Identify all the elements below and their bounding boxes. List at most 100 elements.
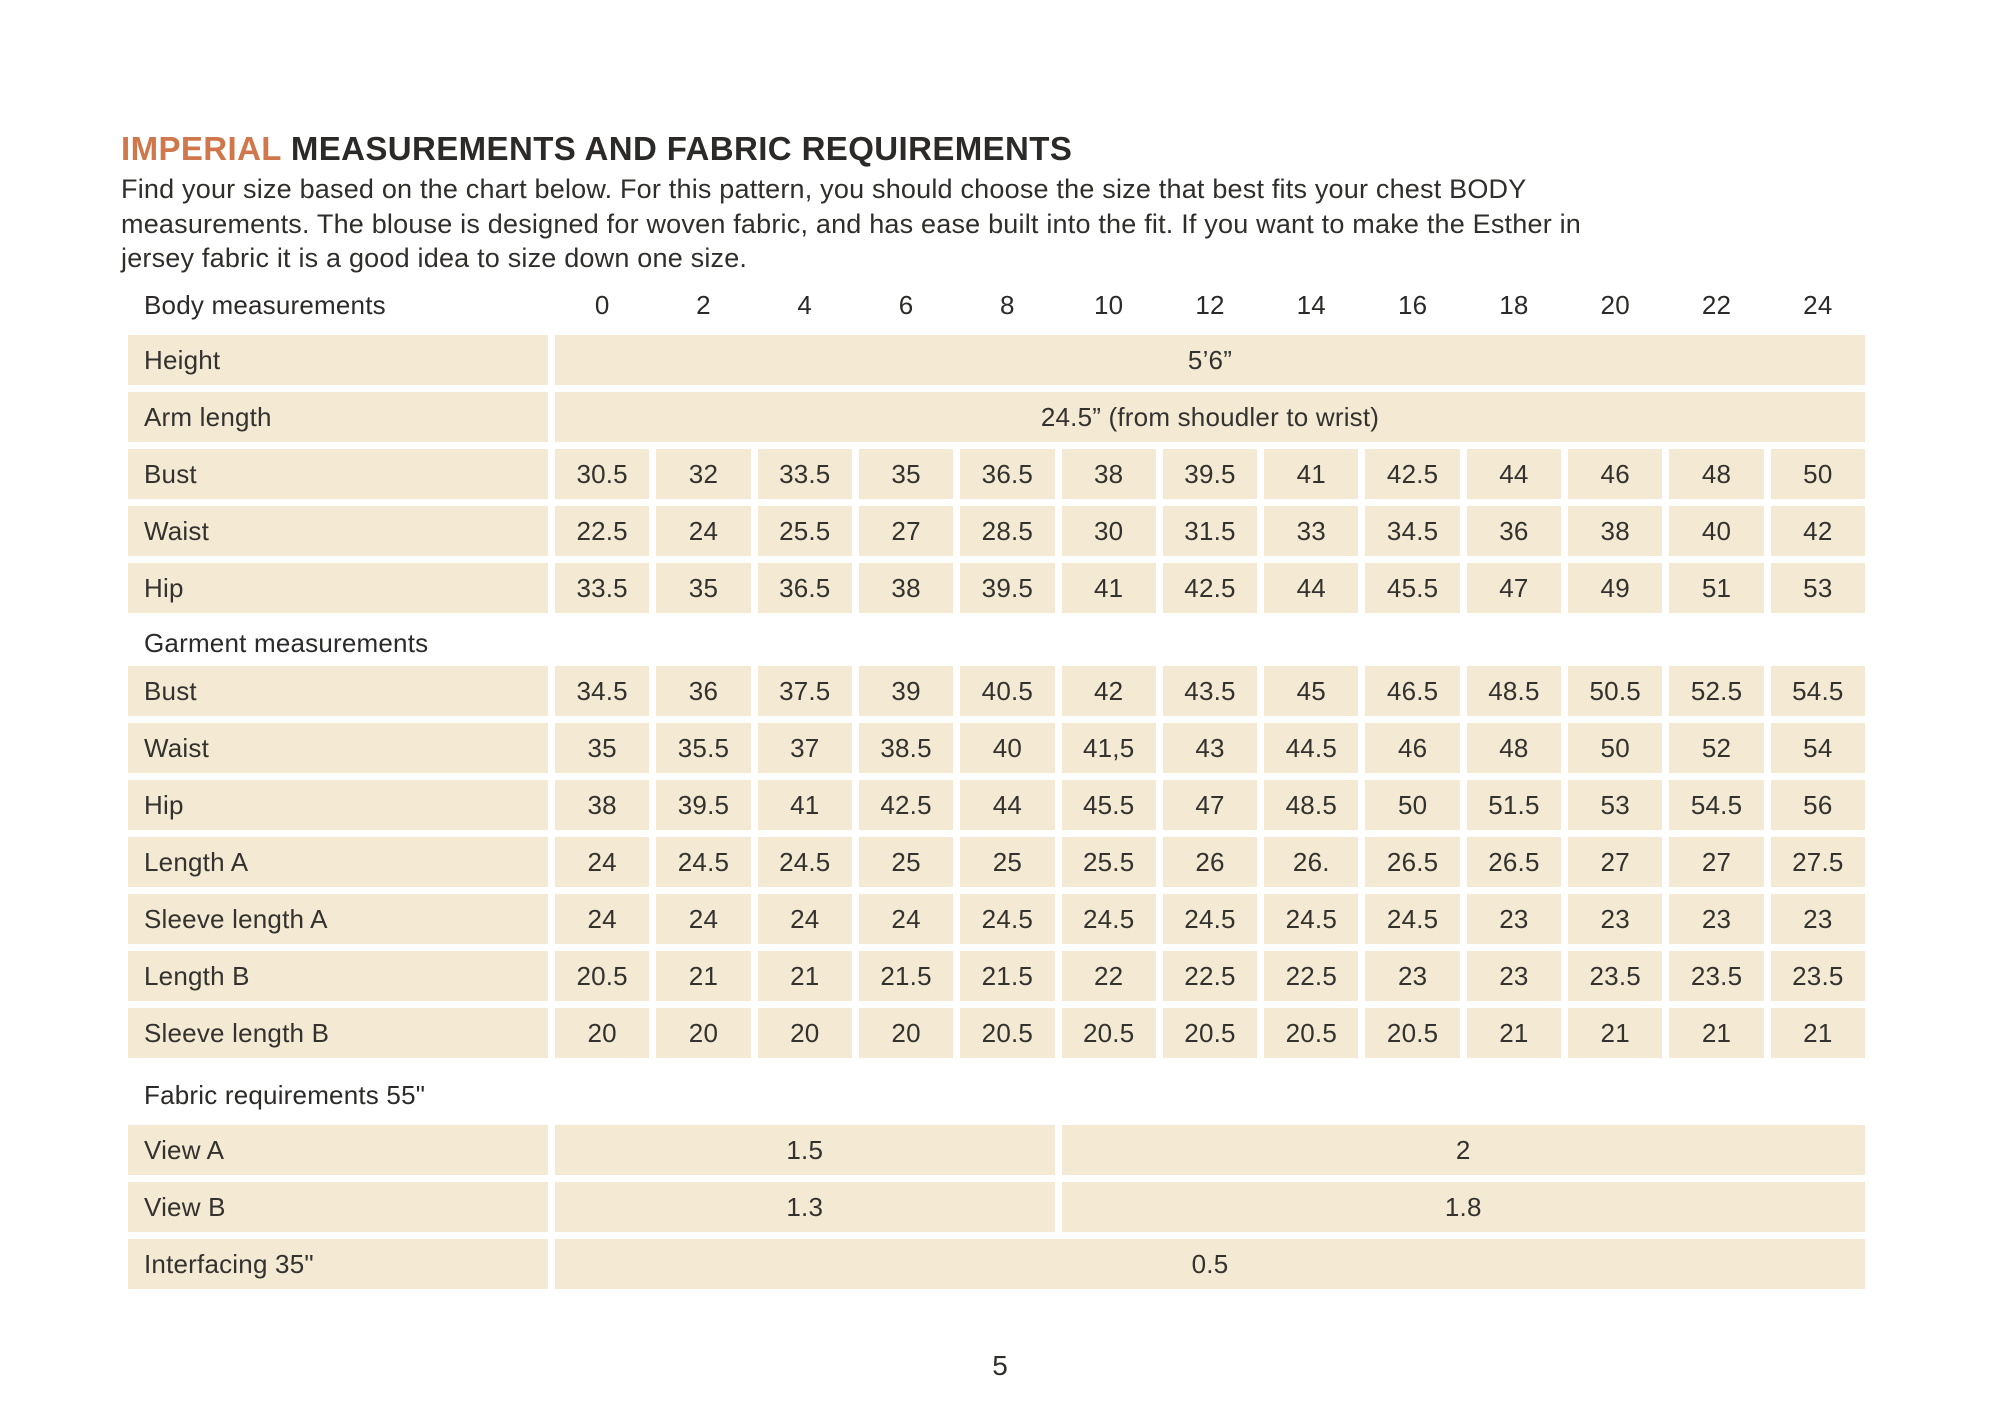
value-cell: 48.5	[1264, 780, 1359, 830]
row-label: Bust	[128, 449, 548, 499]
value-cell: 20	[858, 1008, 954, 1058]
value-cell: 35	[656, 563, 751, 613]
value-cell: 41,5	[1061, 723, 1156, 773]
value-cell: 30.5	[555, 449, 650, 499]
value-cell: 20.5	[960, 1008, 1055, 1058]
table-row-sleeve-length-b: Sleeve length B 20 20 20 20 20.5 20.5 20.5 20.5 2…	[128, 1008, 1865, 1058]
value-cell: 21	[656, 951, 751, 1001]
value-cell: 47	[1162, 780, 1258, 830]
value-cell: 48	[1466, 723, 1562, 773]
row-label: Length A	[128, 837, 548, 887]
table-row-length-a: Length A 24 24.5 24.5 25 25 25.5 26 26. 26.5 26.5 2…	[128, 837, 1865, 887]
table-row-height: Height 5’6”	[128, 335, 1865, 385]
value-cell: 25.5	[757, 506, 852, 556]
value-cell: 52	[1669, 723, 1764, 773]
size-column-header: 18	[1499, 289, 1529, 320]
value-cell: 50	[1365, 780, 1460, 830]
value-cell: 40	[960, 723, 1055, 773]
value-cell: 42.5	[858, 780, 954, 830]
value-cell: 36.5	[757, 563, 852, 613]
row-label: Hip	[128, 563, 548, 613]
value-cell: 50.5	[1568, 666, 1663, 716]
value-cell: 23.5	[1568, 951, 1663, 1001]
table-row-view-a: View A 1.5 2	[128, 1125, 1865, 1175]
value-cell: 23	[1770, 894, 1865, 944]
title-accent: IMPERIAL	[121, 130, 282, 167]
value-cell: 30	[1061, 506, 1156, 556]
value-cell: 52.5	[1669, 666, 1764, 716]
value-cell: 46.5	[1365, 666, 1460, 716]
value-cell: 23	[1365, 951, 1460, 1001]
value-cell: 24	[555, 894, 650, 944]
value-cell: 24.5	[1162, 894, 1258, 944]
value-cell: 21	[1568, 1008, 1663, 1058]
value-cell: 39.5	[656, 780, 751, 830]
garment-measurements-header: Garment measurements	[144, 627, 429, 658]
value-cell: 37.5	[757, 666, 852, 716]
page-title: IMPERIAL MEASUREMENTS AND FABRIC REQUIRE…	[121, 130, 1072, 168]
row-label: View B	[128, 1182, 548, 1232]
value-cell: 40.5	[960, 666, 1055, 716]
size-column-header: 0	[594, 289, 610, 320]
value-cell: 32	[656, 449, 751, 499]
size-column-header: 22	[1701, 289, 1732, 320]
value-cell: 24.5	[1365, 894, 1460, 944]
value-cell: 38	[858, 563, 954, 613]
value-cell: 45.5	[1061, 780, 1156, 830]
value-cell: 38	[1568, 506, 1663, 556]
value-cell: 51.5	[1466, 780, 1562, 830]
value-cell: 20.5	[555, 951, 650, 1001]
value-cell: 24.5	[1061, 894, 1156, 944]
value-cell: 23	[1466, 894, 1562, 944]
merged-value-cell: 2	[1061, 1125, 1865, 1175]
value-cell: 41	[1264, 449, 1359, 499]
value-cell: 24	[656, 894, 751, 944]
size-column-header: 12	[1195, 289, 1225, 320]
size-header-row: Body measurements 0 2 4 6 8 10 12 14 16 18 20 22 24	[128, 287, 1865, 323]
value-cell: 36	[1466, 506, 1562, 556]
value-cell: 44	[1466, 449, 1562, 499]
value-cell: 23	[1669, 894, 1764, 944]
value-cell: 54	[1770, 723, 1865, 773]
row-label: Interfacing 35"	[128, 1239, 548, 1289]
value-cell: 24	[858, 894, 954, 944]
value-cell: 33	[1264, 506, 1359, 556]
page-number: 5	[992, 1350, 1008, 1381]
size-column-header: 20	[1600, 289, 1630, 320]
value-cell: 35	[858, 449, 954, 499]
value-cell: 35	[555, 723, 650, 773]
value-cell: 24.5	[656, 837, 751, 887]
value-cell: 36.5	[960, 449, 1055, 499]
value-cell: 34.5	[1365, 506, 1460, 556]
value-cell: 26	[1162, 837, 1258, 887]
table-row-garment-waist: Waist 35 35.5 37 38.5 40 41,5 43 44.5 46 48 50 52 54	[128, 723, 1865, 773]
value-cell: 23	[1466, 951, 1562, 1001]
value-cell: 20	[757, 1008, 852, 1058]
value-cell: 24	[757, 894, 852, 944]
value-cell: 21.5	[858, 951, 954, 1001]
table-row-view-b: View B 1.3 1.8	[128, 1182, 1865, 1232]
value-cell: 44	[960, 780, 1055, 830]
value-cell: 53	[1770, 563, 1865, 613]
value-cell: 46	[1365, 723, 1460, 773]
value-cell: 22.5	[1162, 951, 1258, 1001]
value-cell: 21	[1770, 1008, 1865, 1058]
value-cell: 23.5	[1770, 951, 1865, 1001]
value-cell: 20.5	[1162, 1008, 1258, 1058]
size-column-header: 10	[1094, 289, 1124, 320]
size-column-header: 6	[898, 289, 914, 320]
value-cell: 22.5	[555, 506, 650, 556]
value-cell: 20.5	[1365, 1008, 1460, 1058]
row-label: Hip	[128, 780, 548, 830]
value-cell: 41	[1061, 563, 1156, 613]
size-column-header: 24	[1803, 289, 1833, 320]
value-cell: 25	[858, 837, 954, 887]
table-row-body-hip: Hip 33.5 35 36.5 38 39.5 41 42.5 44 45.5 47 49 51 53	[128, 563, 1865, 613]
row-label: Waist	[128, 506, 548, 556]
value-cell: 26.	[1264, 837, 1359, 887]
value-cell: 48.5	[1466, 666, 1562, 716]
value-cell: 44.5	[1264, 723, 1359, 773]
value-cell: 21	[757, 951, 852, 1001]
value-cell: 31.5	[1162, 506, 1258, 556]
